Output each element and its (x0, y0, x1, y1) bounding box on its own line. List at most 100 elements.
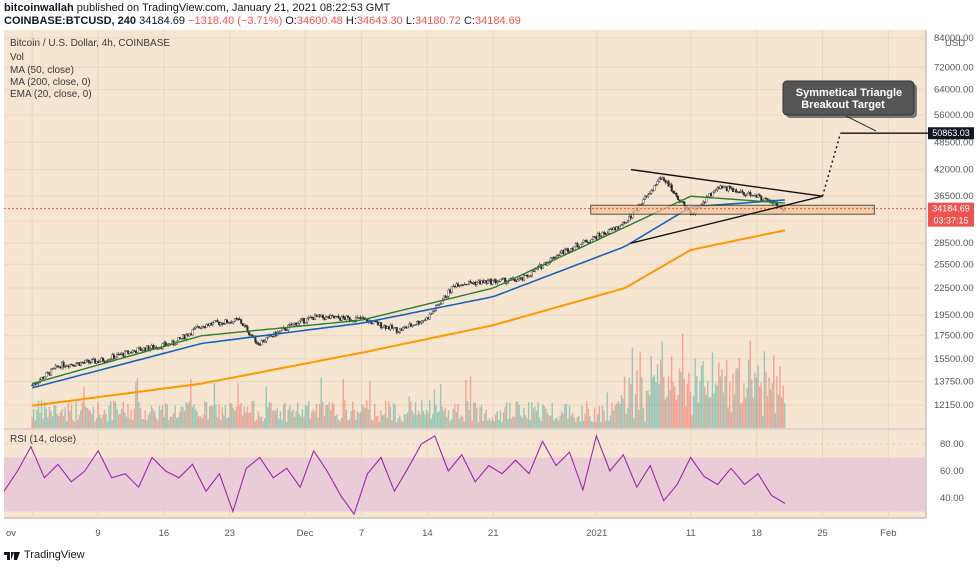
candle-body (595, 236, 598, 240)
volume-bar (388, 401, 390, 428)
candle-body (681, 201, 684, 203)
candle-body (618, 225, 621, 229)
candle-body (600, 235, 603, 238)
candle-body (216, 320, 219, 323)
volume-bar (600, 421, 602, 428)
price-tick: 19500.00 (934, 310, 974, 321)
candle-body (651, 190, 654, 192)
volume-bar (147, 414, 150, 428)
volume-bar (758, 386, 761, 428)
volume-bar (611, 402, 613, 428)
volume-bar (237, 382, 239, 428)
candle-body (574, 243, 577, 248)
candle-body (504, 277, 507, 284)
candle-body (136, 347, 139, 353)
volume-bar (754, 372, 756, 428)
symbol-label[interactable]: COINBASE:BTCUSD, 240 (4, 15, 137, 27)
volume-bar (683, 378, 685, 428)
volume-bar (622, 398, 624, 428)
volume-bar (667, 376, 670, 428)
candle-body (260, 340, 263, 346)
footer[interactable]: TradingView (4, 549, 85, 561)
volume-bar (326, 404, 329, 428)
candle-body (244, 325, 247, 327)
breakout-callout[interactable]: Symmetical Triangle Breakout Target (782, 80, 917, 132)
volume-bar (735, 368, 737, 428)
candle-body (375, 320, 378, 323)
volume-bar (168, 419, 170, 428)
volume-bar (625, 414, 627, 428)
candle-body (189, 333, 192, 336)
candle-body (494, 279, 497, 284)
rsi-axis[interactable]: 80.00 60.00 40.00 (940, 439, 964, 504)
volume-bar (469, 376, 472, 428)
target-price-tag: 50863.03 (928, 127, 974, 140)
volume-bar (762, 416, 764, 428)
candle-body (499, 278, 502, 282)
volume-bar (727, 407, 729, 428)
candle-body (439, 303, 442, 305)
time-axis[interactable]: ov 9 16 23 Dec 7 14 21 2021 11 18 25 Feb (6, 528, 897, 539)
volume-bar (696, 376, 698, 428)
volume-bar (89, 410, 91, 428)
volume-bar (230, 403, 233, 428)
candle-body (758, 194, 761, 197)
volume-bar (78, 415, 80, 428)
time-tick: 9 (95, 528, 100, 539)
candle-body (496, 281, 499, 284)
candle-body (749, 192, 752, 196)
volume-bar (433, 389, 436, 428)
support-zone[interactable] (590, 204, 875, 215)
volume-bar (276, 408, 278, 428)
candle-body (202, 325, 205, 328)
volume-bar (158, 406, 161, 428)
volume-bar (493, 421, 495, 428)
volume-bar (229, 402, 231, 428)
volume-bar (777, 394, 780, 428)
volume-bar (664, 399, 667, 428)
price-axis[interactable]: 84000.00 72000.00 64000.00 56000.00 48500.00… (934, 33, 974, 411)
volume-bar (505, 402, 508, 428)
author-name[interactable]: bitcoinwallah (4, 2, 74, 14)
volume-bar (84, 406, 87, 428)
candle-body (491, 280, 494, 285)
volume-bar (306, 405, 308, 428)
volume-bar (273, 410, 275, 428)
time-tick: 11 (686, 528, 696, 539)
candle-body (389, 324, 392, 330)
candle-body (664, 180, 667, 183)
volume-bar (395, 421, 398, 428)
volume-bar (642, 408, 645, 428)
volume-bar (656, 364, 659, 428)
volume-bar (769, 389, 772, 428)
price-pane[interactable] (4, 30, 926, 428)
volume-bar (257, 411, 260, 428)
volume-bar (719, 376, 722, 428)
candle-body (754, 195, 757, 197)
volume-bar (710, 396, 712, 428)
candle-body (526, 274, 529, 277)
candle-body (527, 276, 530, 278)
candle-body (208, 323, 211, 326)
volume-bar (218, 404, 220, 428)
volume-bar (444, 407, 447, 428)
volume-bar (381, 415, 384, 428)
volume-bar (199, 415, 201, 428)
volume-bar (765, 371, 767, 428)
volume-bar (546, 412, 549, 428)
candle-body (673, 192, 676, 194)
volume-bar (128, 418, 131, 428)
symmetrical-triangle[interactable] (630, 132, 928, 244)
volume-bar (342, 378, 344, 428)
candle-body (263, 340, 266, 343)
candle-body (142, 347, 145, 351)
volume-bar (69, 411, 71, 428)
volume-bar (307, 400, 310, 428)
candle-body (417, 321, 420, 325)
price-tick: 12150.00 (934, 400, 974, 411)
candle-body (331, 315, 334, 317)
candle-body (469, 281, 472, 284)
candle-body (227, 322, 230, 324)
volume-bar (471, 420, 473, 428)
